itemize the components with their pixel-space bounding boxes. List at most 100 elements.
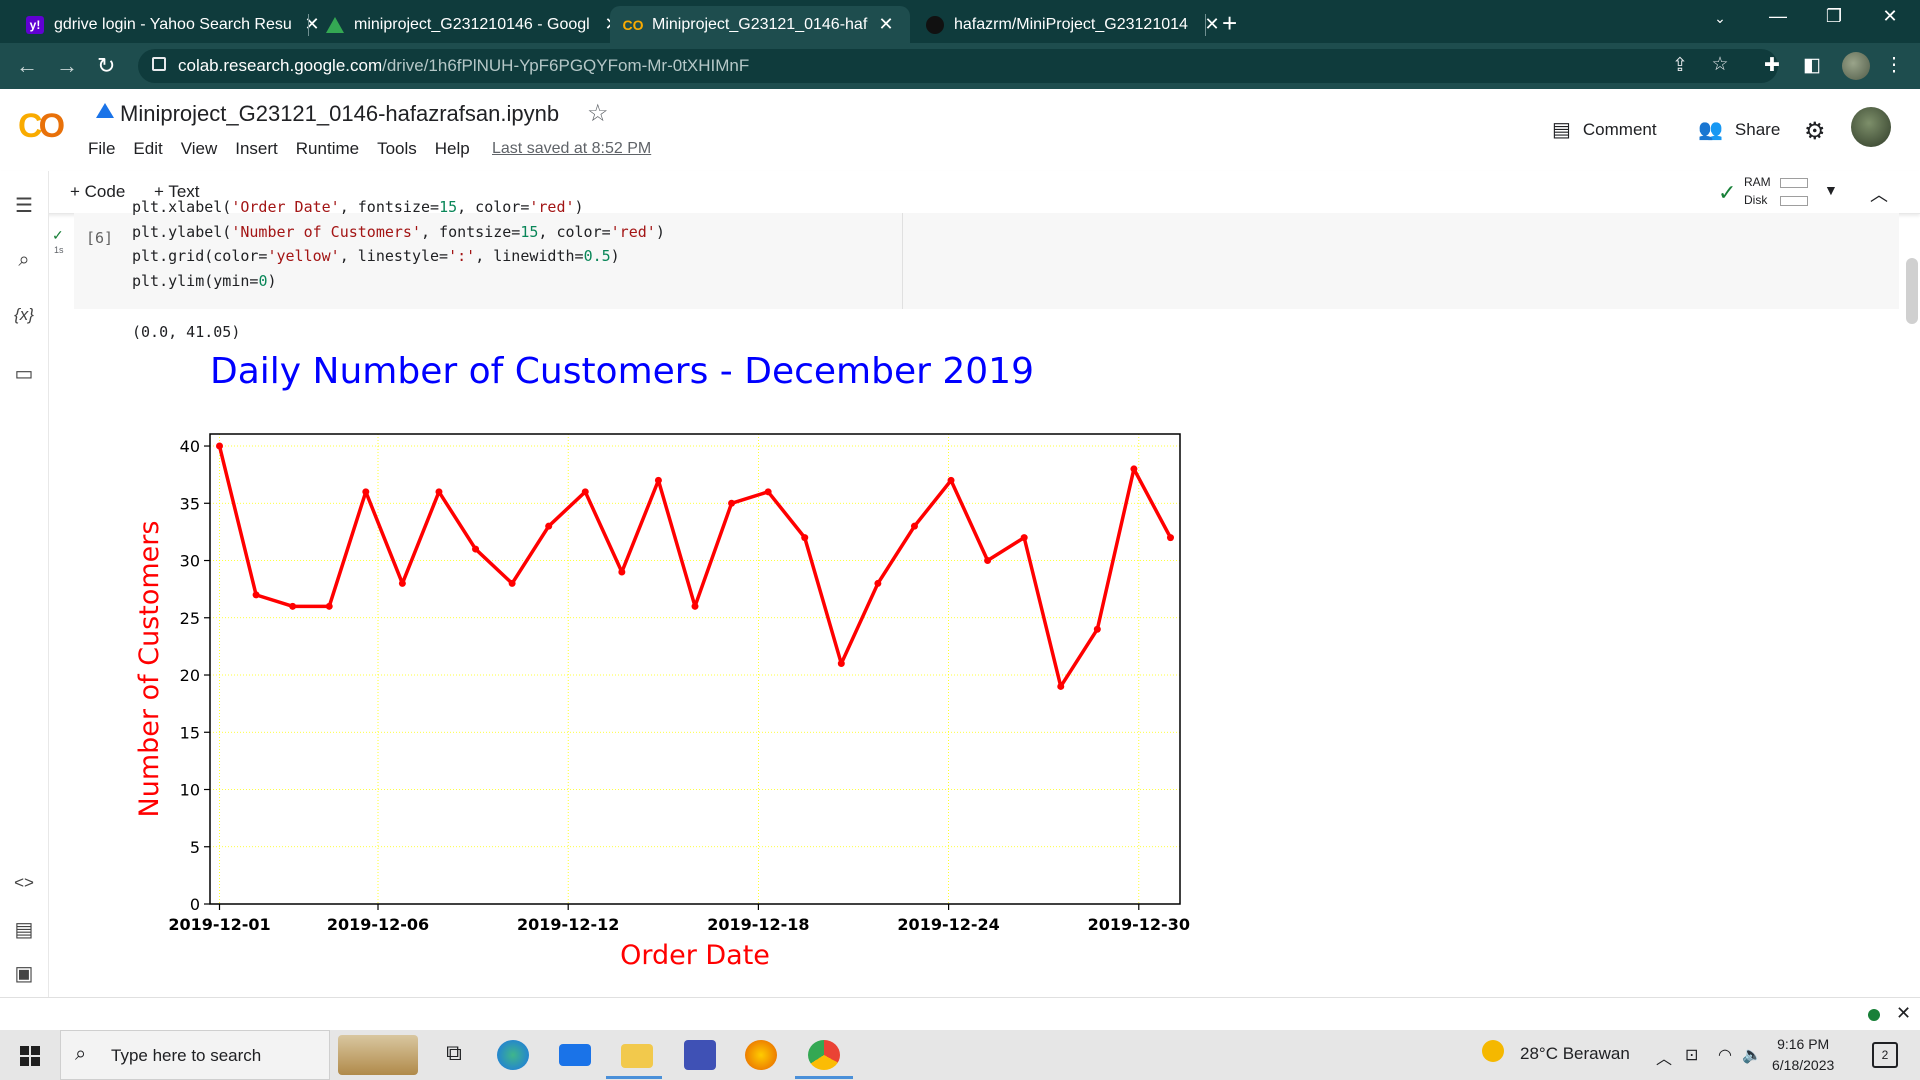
folder-icon[interactable]: ▭ — [14, 363, 34, 385]
tab-title: Miniproject_G23121_0146-hafazr — [652, 15, 868, 33]
browser-menu-icon[interactable]: ⋮ — [1884, 55, 1904, 76]
comment-icon: ▤ — [1552, 119, 1571, 141]
task-view-icon[interactable]: ⧉ — [446, 1040, 462, 1065]
minimize-icon[interactable]: — — [1769, 6, 1787, 26]
y-tick-label: 25 — [180, 609, 200, 628]
reload-icon[interactable]: ↻ — [97, 53, 116, 78]
disk-label: Disk — [1744, 193, 1768, 207]
x-tick-label: 2019-12-30 — [1088, 915, 1190, 934]
vertical-scrollbar[interactable] — [1906, 258, 1918, 324]
edge-icon[interactable] — [497, 1040, 529, 1070]
taskbar-search-box[interactable]: ⌕ Type here to search — [60, 1030, 330, 1080]
code-cell[interactable]: plt.xlabel('Order Date', fontsize=15, co… — [74, 198, 903, 309]
google-drive-icon[interactable] — [96, 103, 114, 118]
chevron-down-icon[interactable]: ▼ — [1824, 182, 1838, 198]
tray-chevron-up-icon[interactable]: ︿ — [1656, 1051, 1673, 1068]
news-widget-icon[interactable] — [338, 1035, 418, 1075]
close-icon[interactable]: ✕ — [1896, 1003, 1912, 1023]
speaker-icon[interactable]: 🔈 — [1742, 1047, 1762, 1064]
y-tick-label: 40 — [180, 437, 200, 456]
restore-icon[interactable]: ❐ — [1825, 6, 1843, 26]
chrome-icon[interactable] — [808, 1040, 840, 1070]
menu-help[interactable]: Help — [434, 139, 470, 158]
table-of-contents-icon[interactable]: ☰ — [15, 195, 33, 217]
windows-start-icon[interactable] — [20, 1046, 40, 1066]
side-panel-icon[interactable]: ◧ — [1803, 55, 1821, 76]
menu-edit[interactable]: Edit — [133, 139, 163, 158]
variables-icon[interactable]: {x} — [14, 305, 34, 324]
comment-button[interactable]: ▤ Comment — [1552, 117, 1657, 142]
plot-frame — [209, 433, 1181, 905]
data-point — [947, 476, 955, 484]
search-icon: ⌕ — [75, 1043, 87, 1065]
forward-arrow-icon[interactable]: → — [56, 53, 78, 78]
share-page-icon[interactable]: ⇪ — [1672, 55, 1688, 76]
menu-tools[interactable]: Tools — [377, 139, 417, 158]
file-explorer-icon[interactable] — [621, 1044, 653, 1068]
extensions-puzzle-icon[interactable]: ✚ — [1764, 55, 1780, 76]
system-clock[interactable]: 9:16 PM 6/18/2023 — [1772, 1034, 1834, 1076]
firefox-icon[interactable] — [745, 1040, 777, 1070]
clock-time: 9:16 PM — [1777, 1036, 1830, 1052]
y-tick-label: 10 — [180, 781, 200, 800]
browser-tab-strip: y! gdrive login - Yahoo Search Resu ✕ mi… — [0, 0, 1920, 43]
url-text: colab.research.google.com/drive/1h6fPlNU… — [178, 56, 750, 75]
code-line: plt.xlabel('Order Date', fontsize=15, co… — [132, 198, 584, 216]
new-tab-icon[interactable]: + — [1222, 8, 1238, 38]
user-avatar[interactable] — [1851, 107, 1891, 147]
wifi-icon[interactable]: ◠ — [1718, 1047, 1732, 1064]
lock-icon — [152, 57, 166, 71]
code-editor[interactable]: plt.xlabel('Order Date', fontsize=15, co… — [132, 195, 665, 293]
add-text-button[interactable]: + Text — [154, 182, 200, 201]
menu-runtime[interactable]: Runtime — [295, 139, 360, 158]
weather-text[interactable]: 28°C Berawan — [1520, 1044, 1630, 1063]
ram-disk-indicator[interactable]: ✓ RAM Disk ▼ — [1718, 174, 1868, 210]
connection-status-dot — [1868, 1009, 1880, 1021]
close-window-icon[interactable]: ✕ — [1882, 6, 1898, 26]
data-point — [910, 522, 918, 530]
data-point — [654, 476, 662, 484]
menu-insert[interactable]: Insert — [235, 139, 278, 158]
search-icon[interactable]: ⌕ — [18, 249, 30, 271]
close-tab-icon[interactable]: ✕ — [1204, 14, 1220, 34]
command-palette-icon[interactable]: ▤ — [14, 919, 34, 941]
colab-logo[interactable]: CO — [18, 107, 65, 145]
back-arrow-icon[interactable]: ← — [16, 53, 38, 78]
people-icon: 👥 — [1698, 119, 1723, 141]
code-cell-right — [903, 213, 1899, 309]
browser-profile-avatar[interactable] — [1842, 52, 1870, 80]
address-bar[interactable]: colab.research.google.com/drive/1h6fPlNU… — [138, 49, 1778, 83]
bookmark-star-icon[interactable]: ☆ — [1711, 54, 1729, 75]
tab-google-drive[interactable]: miniproject_G231210146 - Googl ✕ — [312, 6, 622, 43]
code-line: plt.ylim(ymin=0) — [132, 271, 277, 290]
mail-icon[interactable] — [559, 1044, 591, 1066]
add-code-button[interactable]: + Code — [70, 182, 126, 201]
left-sidebar: ☰ ⌕ {x} ▭ <> ▤ ▣ — [0, 171, 49, 997]
star-icon[interactable]: ☆ — [587, 100, 609, 127]
meet-now-icon[interactable]: ⊡ — [1685, 1047, 1699, 1064]
close-tab-icon[interactable]: ✕ — [878, 14, 894, 34]
last-saved-link[interactable]: Last saved at 8:52 PM — [492, 140, 652, 157]
menu-view[interactable]: View — [180, 139, 218, 158]
data-point — [581, 488, 589, 496]
data-point — [1130, 465, 1138, 473]
tab-yahoo-search[interactable]: y! gdrive login - Yahoo Search Resu ✕ — [12, 6, 322, 43]
data-point — [362, 488, 370, 496]
cell-toolbar: + Code + Text ✓ RAM Disk ▼ ︿ — [0, 171, 1920, 214]
share-button[interactable]: 👥 Share — [1698, 117, 1780, 142]
collapse-chevron-up-icon[interactable]: ︿ — [1870, 185, 1888, 205]
code-snippets-icon[interactable]: <> — [14, 873, 34, 892]
tab-title: hafazrm/MiniProject_G23121014 — [954, 15, 1188, 33]
menu-file[interactable]: File — [88, 139, 116, 158]
tab-search-chevron-icon[interactable]: ⌄ — [1714, 10, 1726, 26]
google-drive-icon — [326, 16, 344, 33]
tab-colab-active[interactable]: CO Miniproject_G23121_0146-hafazr ✕ — [610, 6, 910, 43]
tab-github[interactable]: hafazrm/MiniProject_G23121014 ✕ — [912, 6, 1222, 43]
terminal-icon[interactable]: ▣ — [14, 963, 34, 985]
gear-icon[interactable]: ⚙ — [1804, 118, 1826, 145]
notification-badge[interactable]: 2 — [1872, 1042, 1898, 1068]
vscode-like-app-icon[interactable] — [684, 1040, 716, 1070]
colab-header: CO Miniproject_G23121_0146-hafazrafsan.i… — [0, 89, 1920, 172]
notebook-title[interactable]: Miniproject_G23121_0146-hafazrafsan.ipyn… — [120, 101, 560, 126]
disk-bar — [1780, 196, 1808, 206]
